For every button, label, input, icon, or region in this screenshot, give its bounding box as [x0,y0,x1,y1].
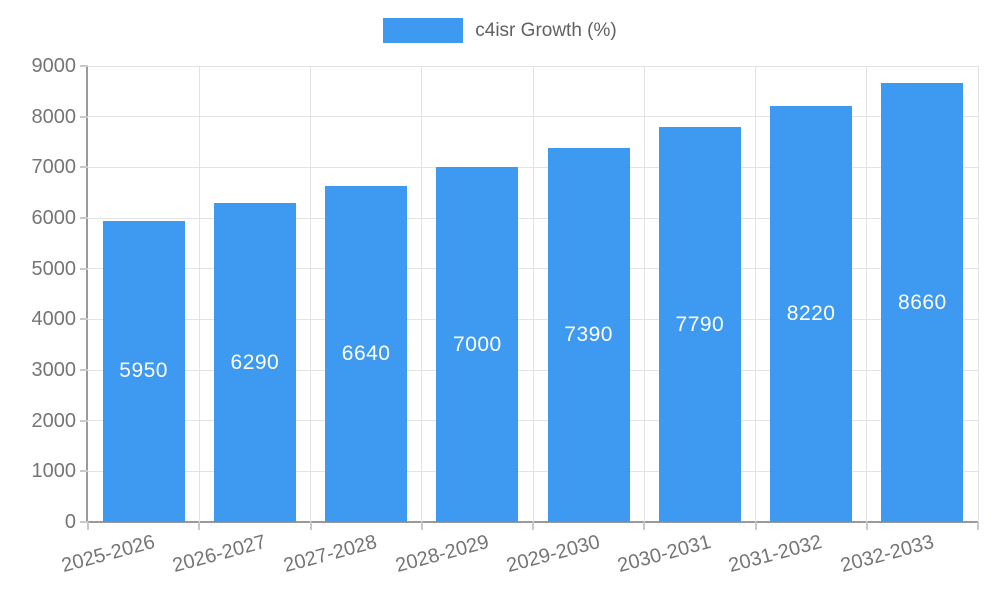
gridline-vertical [977,66,979,522]
y-tick-mark [80,521,88,523]
y-tick-label: 0 [64,511,76,533]
y-tick-mark [80,369,88,371]
gridline-vertical [421,66,423,522]
x-tick-label: 2032-2033 [837,531,937,578]
y-tick-label: 5000 [31,257,77,280]
y-tick-label: 4000 [31,308,77,331]
bar-value-label: 6640 [341,341,391,365]
y-tick-label: 7000 [31,156,77,179]
bar[interactable]: 8220 [770,105,853,522]
y-tick-label: 8000 [31,105,77,128]
gridline-vertical [755,66,756,522]
bar-value-label: 8220 [786,301,836,325]
gridline-vertical [310,66,311,522]
y-tick-mark [80,217,88,219]
x-tick-mark [977,522,979,530]
y-tick-mark [80,115,88,118]
x-tick-label: 2029-2030 [504,531,603,578]
y-tick-mark [80,65,88,67]
plot-area: 5950 6290 6640 7000 7390 7790 8220 8660 [88,65,979,522]
x-tick-label: 2027-2028 [281,531,380,578]
bar[interactable]: 7000 [436,167,519,522]
y-tick-mark [80,470,88,473]
bar[interactable]: 8660 [881,83,964,522]
y-tick-mark [80,166,88,169]
y-tick-label: 9000 [31,55,77,77]
x-tick-mark [532,522,534,530]
gridline-vertical [532,66,534,522]
bar-value-label: 5950 [119,359,168,383]
bar-value-label: 6290 [230,350,280,374]
bar-value-label: 8660 [898,290,947,314]
gridline-vertical [198,66,200,522]
bar-value-label: 7000 [453,332,502,356]
bar[interactable]: 5950 [102,220,185,522]
y-tick-label: 3000 [31,359,77,381]
legend-label: c4isr Growth (%) [475,20,617,41]
x-tick-label: 2026-2027 [170,531,269,578]
x-tick-mark [865,522,868,530]
legend-swatch-icon [383,18,464,43]
y-tick-mark [80,419,88,422]
y-tick-mark [80,318,88,321]
x-tick-mark [87,522,89,530]
bar-value-label: 7390 [564,322,613,346]
gridline-vertical [643,66,645,522]
bar[interactable]: 6640 [325,185,408,522]
bar[interactable]: 7390 [547,147,630,522]
bar[interactable]: 7790 [658,127,741,522]
y-tick-label: 2000 [31,409,77,432]
gridline-vertical [866,66,868,522]
x-tick-mark [754,522,757,530]
x-tick-label: 2030-2031 [615,531,714,578]
x-tick-mark [309,522,312,530]
x-tick-label: 2028-2029 [392,531,492,578]
legend[interactable]: c4isr Growth (%) [0,18,1000,43]
x-tick-label: 2025-2026 [59,531,158,578]
x-tick-mark [420,522,423,530]
x-tick-mark [198,522,201,530]
x-tick-label: 2031-2032 [726,531,825,578]
y-axis-line [86,66,88,522]
y-tick-label: 1000 [31,460,77,483]
x-tick-mark [643,522,646,530]
y-tick-label: 6000 [31,207,77,229]
bar[interactable]: 6290 [213,203,296,522]
bar-value-label: 7790 [675,312,725,336]
y-tick-mark [80,267,88,270]
